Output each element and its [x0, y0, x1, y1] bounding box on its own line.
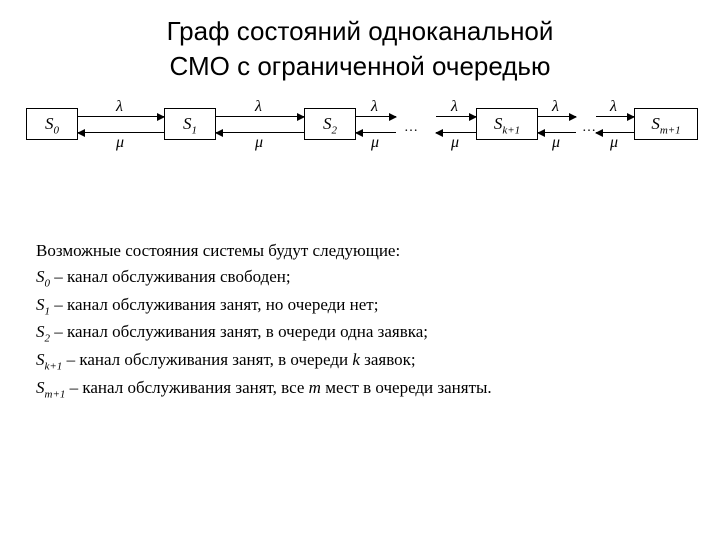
desc-item: S2 – канал обслуживания занят, в очереди…: [36, 319, 720, 347]
mu-label: μ: [371, 134, 379, 152]
desc-item: S1 – канал обслуживания занят, но очеред…: [36, 292, 720, 320]
desc-list: S0 – канал обслуживания свободен;S1 – ка…: [36, 264, 720, 403]
mu-label: μ: [552, 134, 560, 152]
lambda-label: λ: [552, 98, 559, 116]
lambda-arrow: [216, 116, 304, 117]
mu-label: μ: [255, 134, 263, 152]
lambda-label: λ: [255, 98, 262, 116]
state-node: S0: [26, 108, 78, 140]
state-node: Sk+1: [476, 108, 538, 140]
slide-title: Граф состояний одноканальной СМО с огран…: [0, 0, 720, 84]
lambda-arrow: [78, 116, 164, 117]
mu-arrow: [78, 132, 164, 133]
state-graph: S0S1S2Sk+1Sm+1λμλμλμ…λμλμ…λμ: [0, 98, 720, 178]
mu-arrow: [436, 132, 476, 133]
desc-item: S0 – канал обслуживания свободен;: [36, 264, 720, 292]
ellipsis: …: [582, 120, 596, 136]
title-line-1: Граф состояний одноканальной: [167, 16, 554, 46]
mu-arrow: [356, 132, 396, 133]
desc-item: Sk+1 – канал обслуживания занят, в очере…: [36, 347, 720, 375]
state-description: Возможные состояния системы будут следую…: [0, 238, 720, 403]
lambda-arrow: [356, 116, 396, 117]
lambda-label: λ: [371, 98, 378, 116]
desc-item: Sm+1 – канал обслуживания занят, все m м…: [36, 375, 720, 403]
mu-arrow: [538, 132, 576, 133]
mu-arrow: [596, 132, 634, 133]
mu-label: μ: [610, 134, 618, 152]
lambda-arrow: [538, 116, 576, 117]
title-line-2: СМО с ограниченной очередью: [170, 51, 551, 81]
lambda-arrow: [596, 116, 634, 117]
ellipsis: …: [404, 120, 418, 136]
lambda-label: λ: [610, 98, 617, 116]
mu-label: μ: [451, 134, 459, 152]
lambda-arrow: [436, 116, 476, 117]
state-node: S1: [164, 108, 216, 140]
lambda-label: λ: [451, 98, 458, 116]
mu-label: μ: [116, 134, 124, 152]
mu-arrow: [216, 132, 304, 133]
state-node: S2: [304, 108, 356, 140]
desc-intro: Возможные состояния системы будут следую…: [36, 238, 720, 264]
lambda-label: λ: [116, 98, 123, 116]
state-node: Sm+1: [634, 108, 698, 140]
